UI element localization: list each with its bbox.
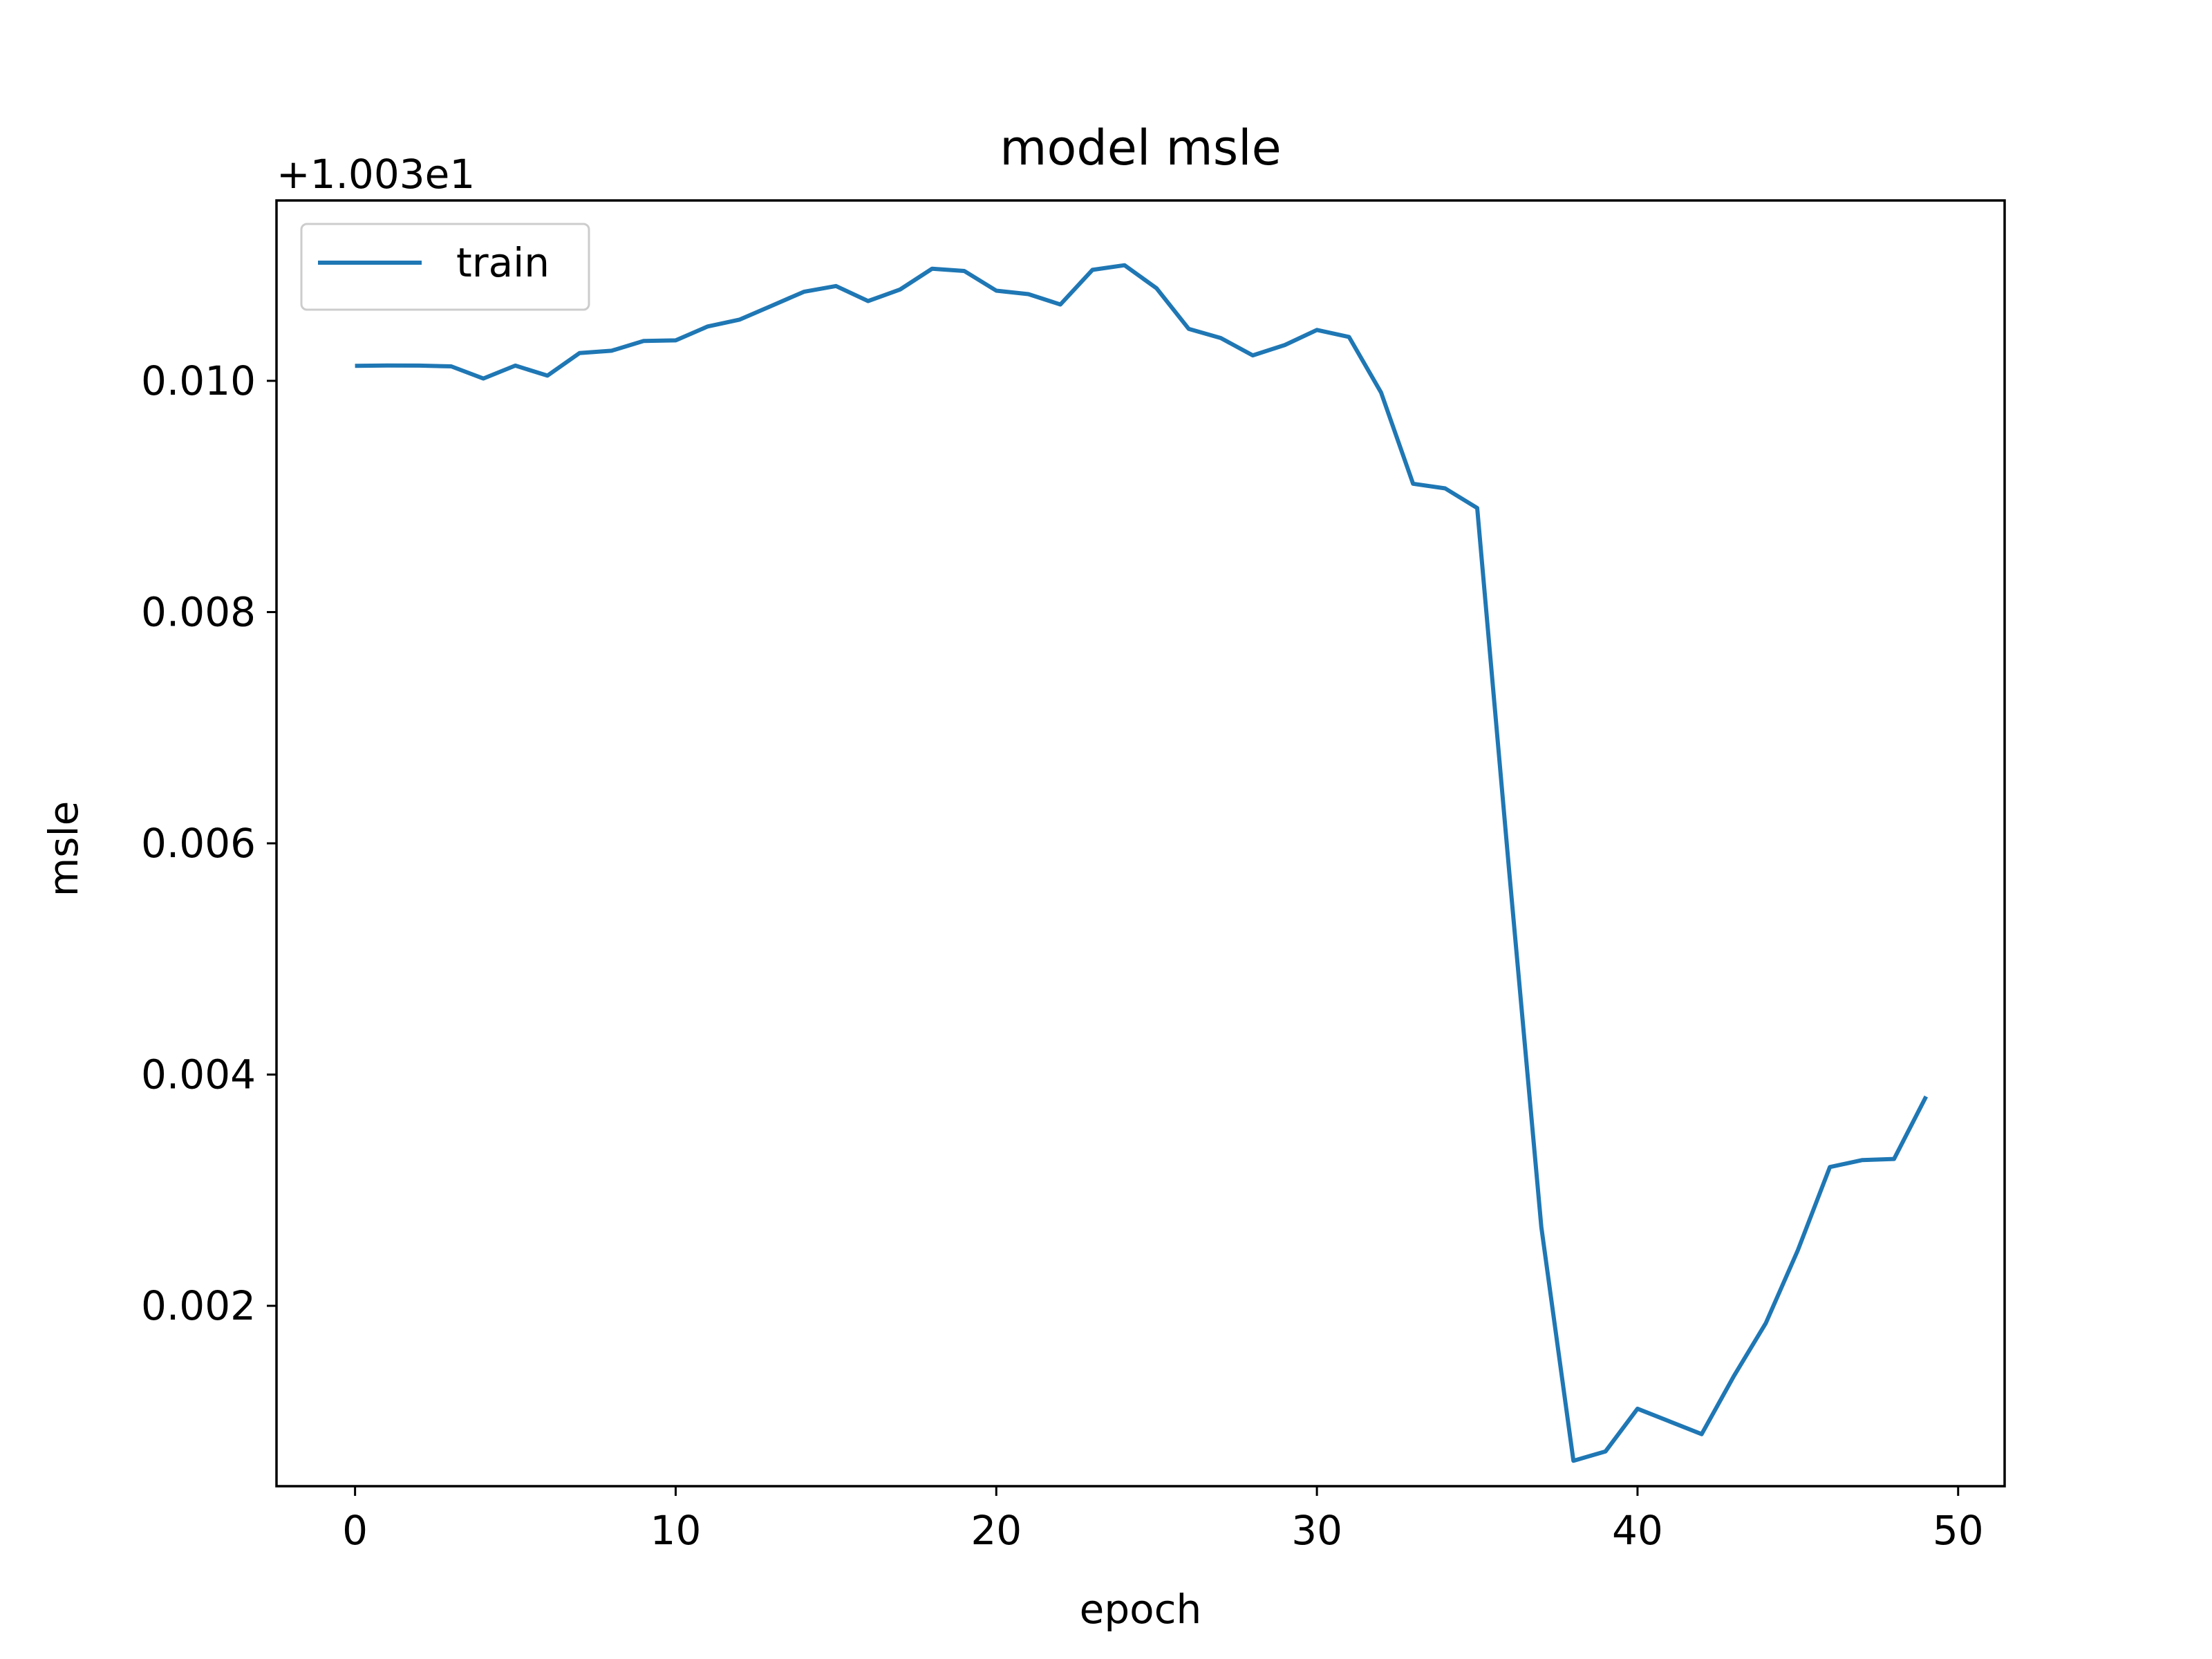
y-tick-label: 0.004 (141, 1051, 256, 1098)
x-tick-label: 30 (1291, 1507, 1342, 1554)
y-axis-label: msle (40, 801, 87, 897)
y-tick-label: 0.010 (141, 357, 256, 404)
legend-box (300, 223, 590, 311)
x-axis-ticks: 0 10 20 30 40 50 (342, 1486, 1984, 1554)
x-tick-label: 20 (971, 1507, 1022, 1554)
legend-label-train: train (456, 239, 550, 286)
x-axis-label: epoch (1080, 1586, 1202, 1633)
y-tick-label: 0.006 (141, 820, 256, 867)
y-tick-label: 0.002 (141, 1282, 256, 1329)
x-tick-label: 40 (1612, 1507, 1663, 1554)
y-axis-offset-label: +1.003e1 (276, 151, 475, 198)
x-tick-label: 50 (1933, 1507, 1984, 1554)
train-series-line (355, 263, 1929, 1463)
plot-area-frame (275, 199, 2006, 1488)
x-tick-label: 10 (650, 1507, 702, 1554)
x-tick-label: 0 (342, 1507, 368, 1554)
legend: train (300, 223, 590, 311)
y-tick-label: 0.008 (141, 588, 256, 635)
y-axis-ticks: 0.002 0.004 0.006 0.008 0.010 (141, 357, 276, 1329)
chart-title: model msle (1000, 120, 1281, 176)
